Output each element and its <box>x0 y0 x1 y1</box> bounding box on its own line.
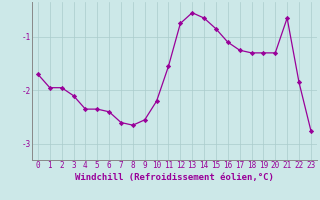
X-axis label: Windchill (Refroidissement éolien,°C): Windchill (Refroidissement éolien,°C) <box>75 173 274 182</box>
